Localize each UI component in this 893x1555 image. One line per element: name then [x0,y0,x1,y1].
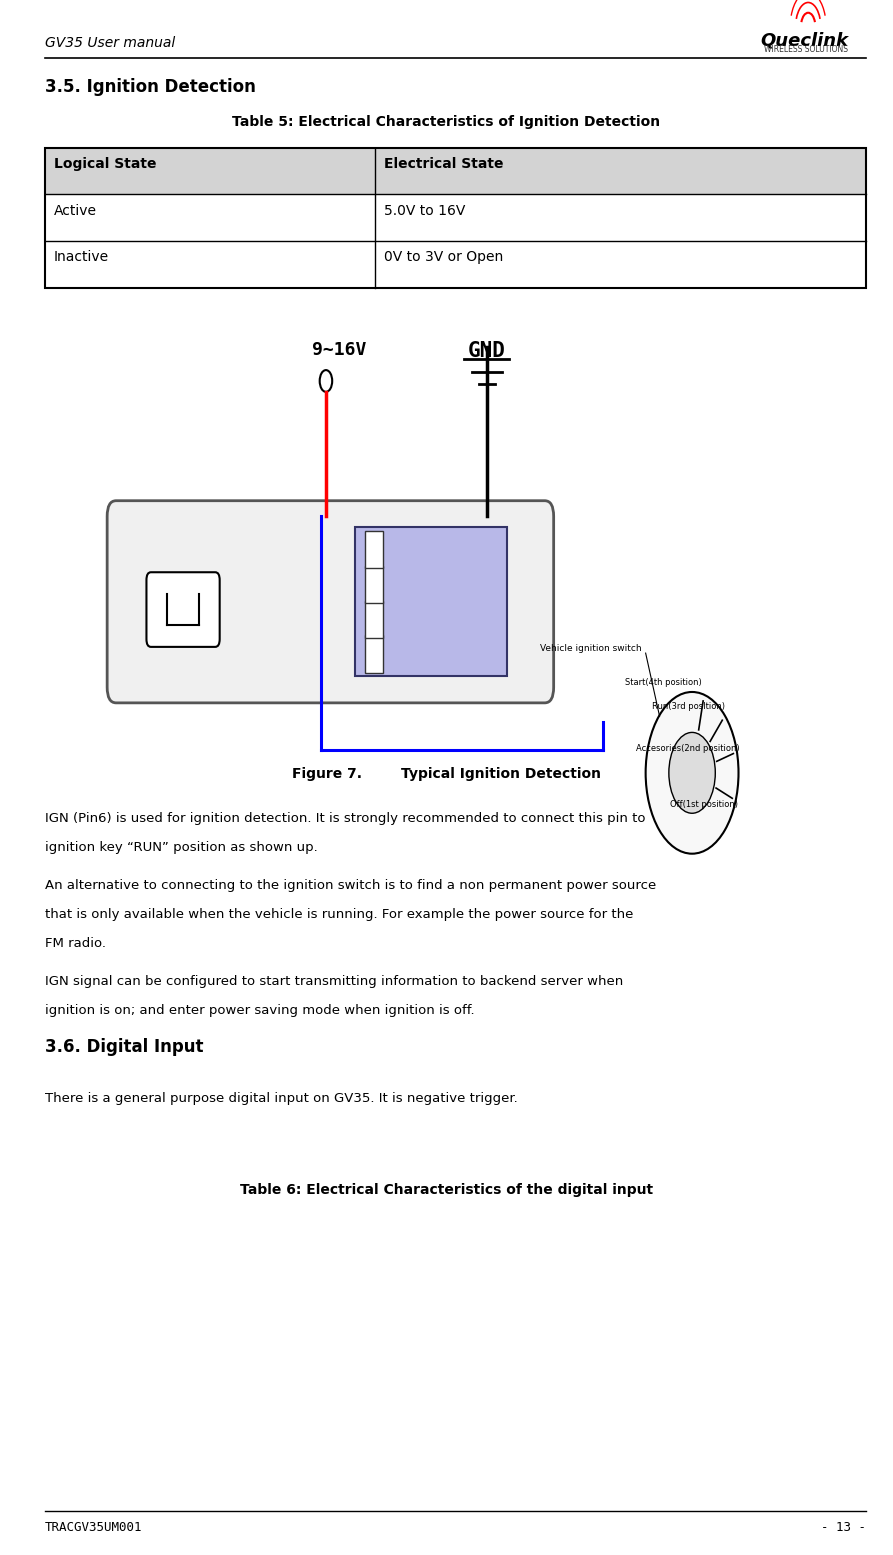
Text: 9~16V: 9~16V [313,341,366,359]
Text: Off(1st position): Off(1st position) [670,801,738,809]
Text: WIRELESS SOLUTIONS: WIRELESS SOLUTIONS [764,45,848,54]
Text: 3.5. Ignition Detection: 3.5. Ignition Detection [45,78,255,96]
FancyBboxPatch shape [365,530,383,568]
Text: Table 6: Electrical Characteristics of the digital input: Table 6: Electrical Characteristics of t… [240,1183,653,1197]
Text: GV35 User manual: GV35 User manual [45,36,175,50]
FancyBboxPatch shape [365,600,383,638]
Text: Inactive: Inactive [54,250,109,264]
FancyBboxPatch shape [365,636,383,673]
FancyBboxPatch shape [355,527,507,676]
Text: Start(4th position): Start(4th position) [625,678,702,687]
FancyBboxPatch shape [45,194,866,241]
FancyBboxPatch shape [146,572,220,647]
Text: that is only available when the vehicle is running. For example the power source: that is only available when the vehicle … [45,908,633,921]
Circle shape [669,732,715,813]
Text: ignition key “RUN” position as shown up.: ignition key “RUN” position as shown up. [45,841,317,854]
Circle shape [646,692,739,854]
Text: Run(3rd posItion): Run(3rd posItion) [653,703,725,711]
Text: ignition is on; and enter power saving mode when ignition is off.: ignition is on; and enter power saving m… [45,1005,474,1017]
Text: Queclink: Queclink [760,31,848,50]
Text: Vehicle ignition switch: Vehicle ignition switch [539,644,641,653]
Text: Active: Active [54,204,96,218]
FancyBboxPatch shape [45,148,866,194]
Text: TRACGV35UM001: TRACGV35UM001 [45,1521,142,1533]
Text: 0V to 3V or Open: 0V to 3V or Open [384,250,504,264]
Text: 3.6. Digital Input: 3.6. Digital Input [45,1039,203,1056]
Text: 5.0V to 16V: 5.0V to 16V [384,204,465,218]
Text: Logical State: Logical State [54,157,156,171]
Text: GND: GND [468,341,505,361]
FancyBboxPatch shape [107,501,554,703]
Text: IGN signal can be configured to start transmitting information to backend server: IGN signal can be configured to start tr… [45,975,623,987]
Text: Accesories(2nd position): Accesories(2nd position) [636,745,739,753]
Text: An alternative to connecting to the ignition switch is to find a non permanent p: An alternative to connecting to the igni… [45,880,655,893]
Text: Electrical State: Electrical State [384,157,504,171]
FancyBboxPatch shape [45,241,866,288]
Text: FM radio.: FM radio. [45,936,105,950]
Text: - 13 -: - 13 - [822,1521,866,1533]
Text: There is a general purpose digital input on GV35. It is negative trigger.: There is a general purpose digital input… [45,1093,517,1106]
FancyBboxPatch shape [365,566,383,603]
Text: Figure 7.        Typical Ignition Detection: Figure 7. Typical Ignition Detection [292,767,601,781]
Text: IGN (Pin6) is used for ignition detection. It is strongly recommended to connect: IGN (Pin6) is used for ignition detectio… [45,812,645,826]
Text: Table 5: Electrical Characteristics of Ignition Detection: Table 5: Electrical Characteristics of I… [232,115,661,129]
